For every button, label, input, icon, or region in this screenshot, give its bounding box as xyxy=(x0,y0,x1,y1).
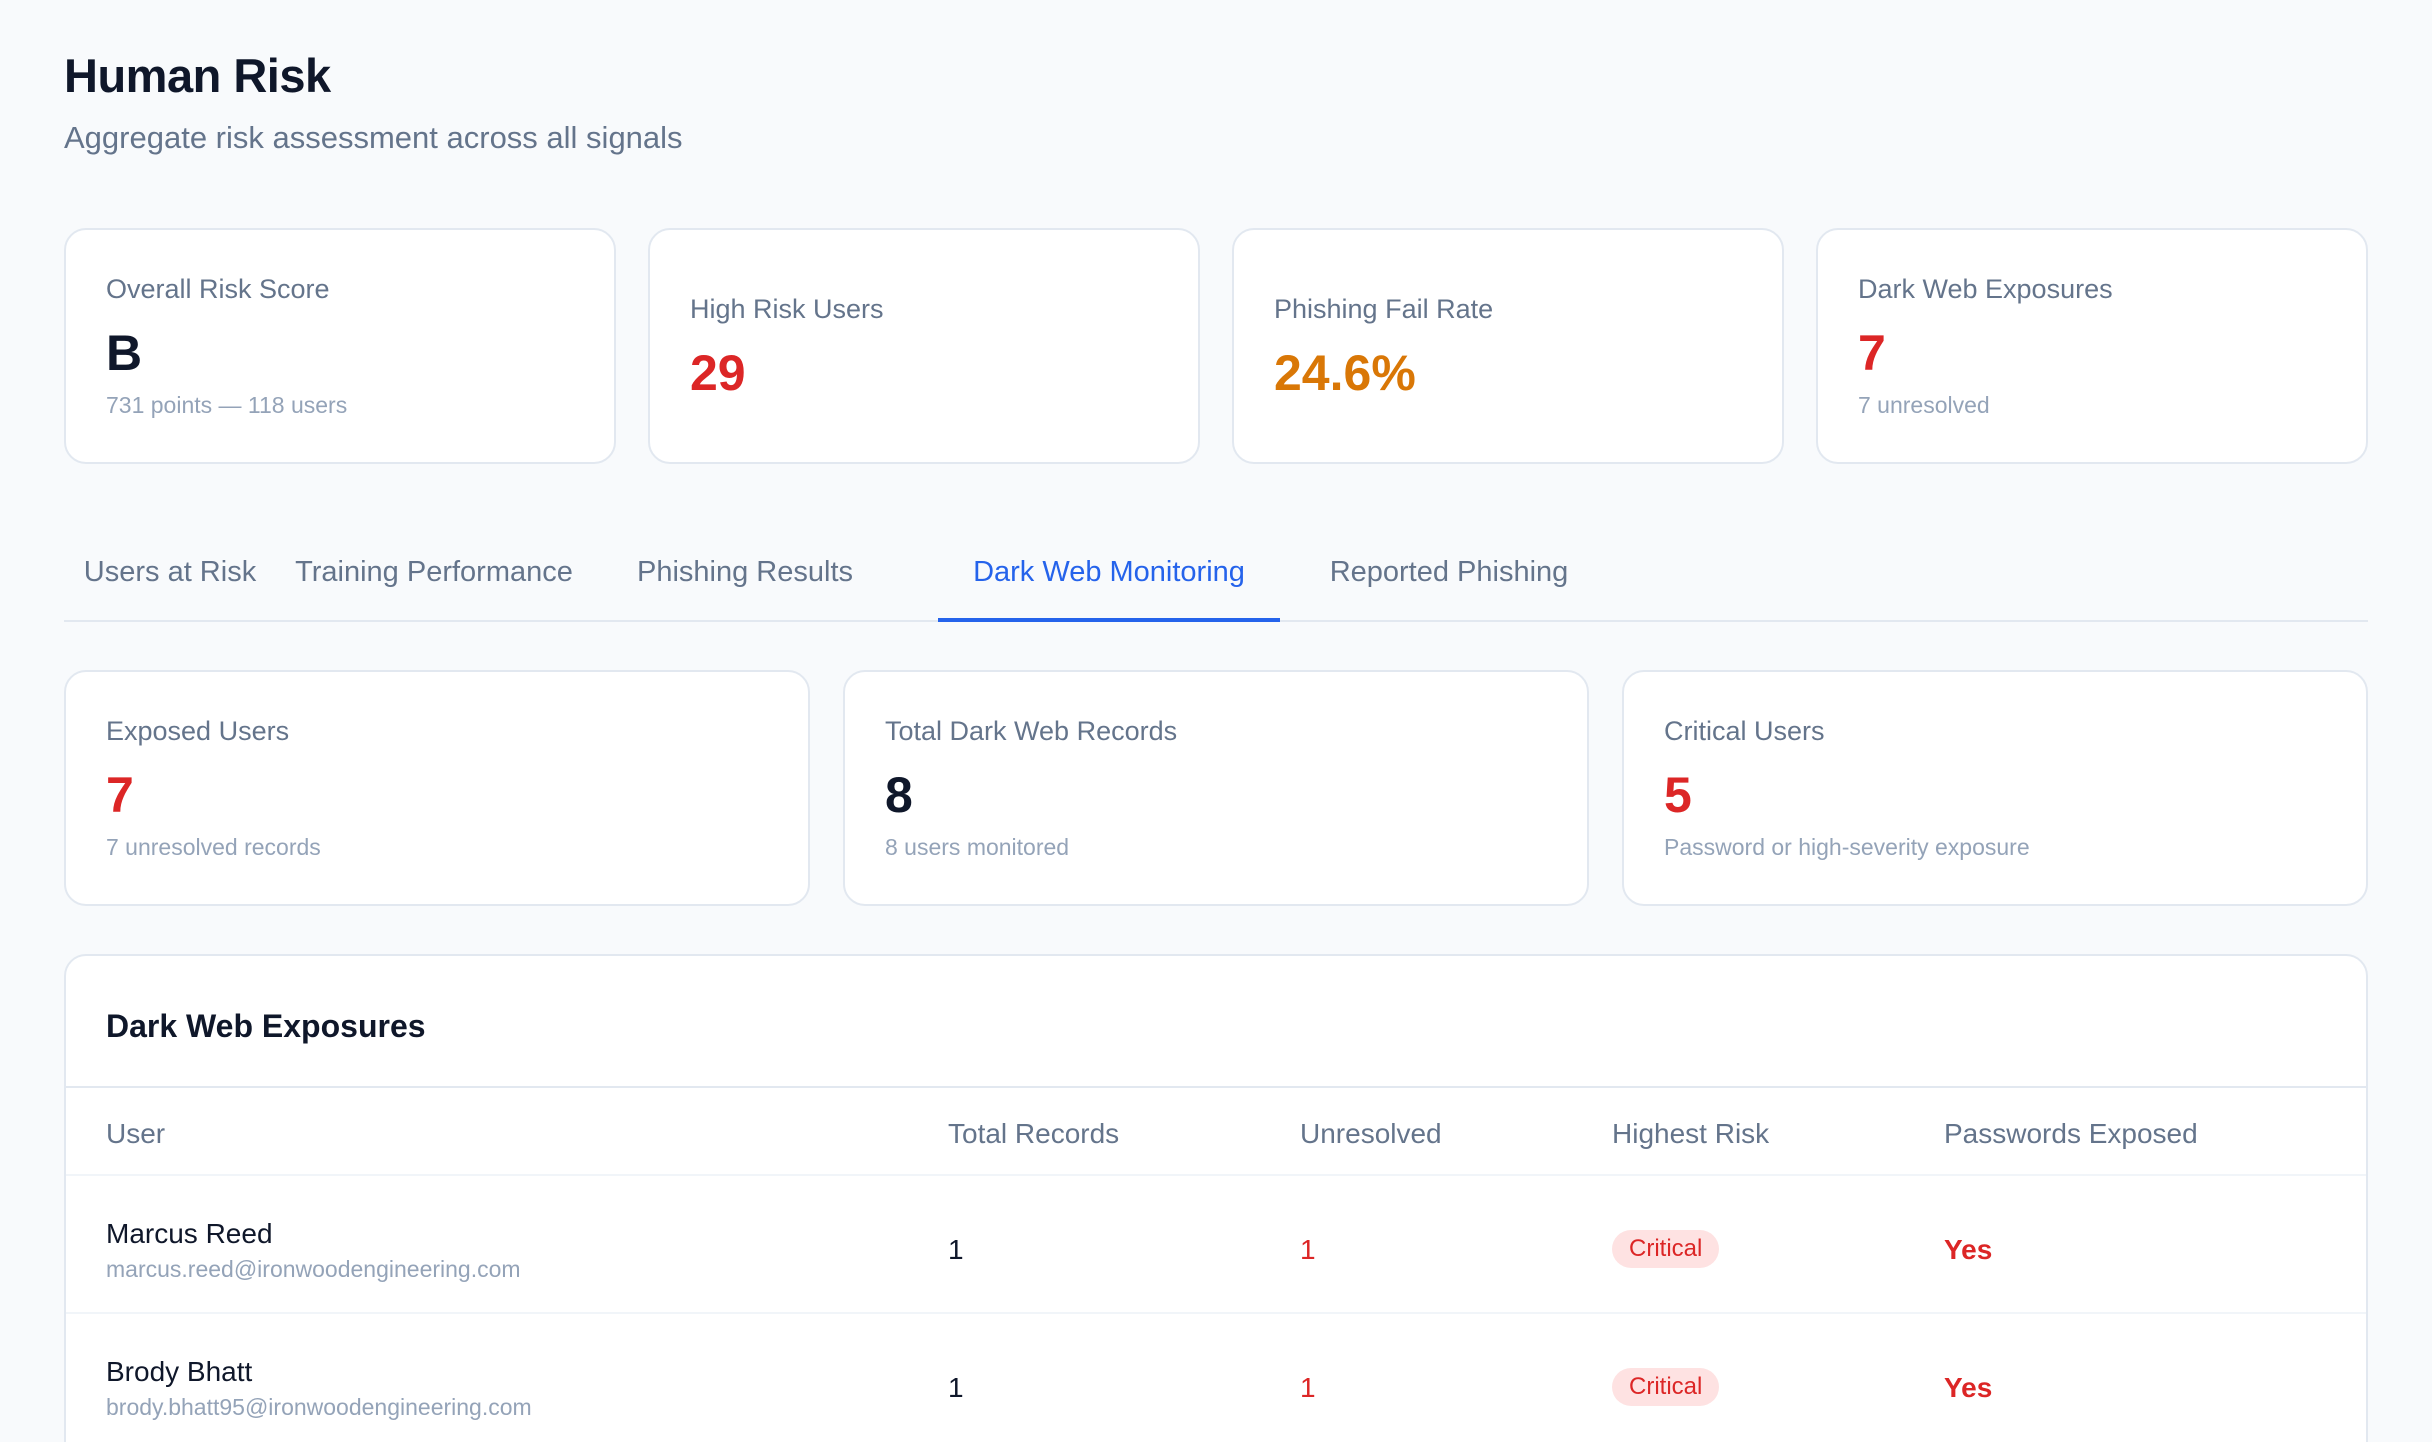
page-title: Human Risk xyxy=(64,49,331,102)
card-sub: 7 unresolved xyxy=(1858,392,1990,418)
table-row[interactable]: Brody Bhatt brody.bhatt95@ironwoodengine… xyxy=(66,1314,2366,1442)
card-label: Exposed Users xyxy=(106,716,290,746)
passwords-exposed-value: Yes xyxy=(1944,1234,1993,1265)
risk-badge: Critical xyxy=(1612,1368,1720,1406)
total-records-value: 1 xyxy=(948,1372,964,1403)
table-title: Dark Web Exposures xyxy=(106,1008,426,1044)
critical-users-card: Critical Users 5 Password or high-severi… xyxy=(1622,670,2368,906)
table-header: User Total Records Unresolved Highest Ri… xyxy=(66,1086,2366,1176)
risk-tabs: Users at Risk Training Performance Phish… xyxy=(64,530,2368,622)
total-dark-web-records-card: Total Dark Web Records 8 8 users monitor… xyxy=(843,670,1589,906)
card-value: 8 xyxy=(885,767,913,823)
card-value: 7 xyxy=(106,767,134,823)
passwords-exposed-value: Yes xyxy=(1944,1372,1993,1403)
tab-phishing-results[interactable]: Phishing Results xyxy=(637,556,853,588)
card-value: B xyxy=(106,325,143,381)
user-email: brody.bhatt95@ironwoodengineering.com xyxy=(106,1394,532,1420)
card-sub: 7 unresolved records xyxy=(106,834,321,860)
tab-training-performance[interactable]: Training Performance xyxy=(295,556,573,588)
card-label: Dark Web Exposures xyxy=(1858,274,2113,304)
page-subtitle: Aggregate risk assessment across all sig… xyxy=(64,120,683,155)
card-sub: Password or high-severity exposure xyxy=(1664,834,2030,860)
card-label: High Risk Users xyxy=(690,294,884,324)
card-label: Critical Users xyxy=(1664,716,1825,746)
card-label: Phishing Fail Rate xyxy=(1274,294,1494,324)
user-name: Marcus Reed xyxy=(106,1218,273,1249)
column-header-user[interactable]: User xyxy=(106,1118,166,1149)
exposed-users-card: Exposed Users 7 7 unresolved records xyxy=(64,670,810,906)
column-header-passwords-exposed[interactable]: Passwords Exposed xyxy=(1944,1118,2198,1149)
column-header-total-records[interactable]: Total Records xyxy=(948,1118,1120,1149)
card-label: Overall Risk Score xyxy=(106,274,330,304)
risk-badge: Critical xyxy=(1612,1230,1720,1268)
unresolved-value: 1 xyxy=(1300,1234,1316,1265)
user-email: marcus.reed@ironwoodengineering.com xyxy=(106,1256,521,1282)
tab-reported-phishing[interactable]: Reported Phishing xyxy=(1329,556,1569,588)
tab-dark-web-monitoring[interactable]: Dark Web Monitoring xyxy=(938,530,1280,622)
card-label: Total Dark Web Records xyxy=(885,716,1178,746)
dark-web-exposures-card: Dark Web Exposures 7 7 unresolved xyxy=(1816,228,2368,464)
total-records-value: 1 xyxy=(948,1234,964,1265)
unresolved-value: 1 xyxy=(1300,1372,1316,1403)
card-value: 5 xyxy=(1664,767,1692,823)
user-name: Brody Bhatt xyxy=(106,1356,253,1387)
card-value: 24.6% xyxy=(1274,345,1416,401)
card-value: 29 xyxy=(690,345,746,401)
table-row[interactable]: Marcus Reed marcus.reed@ironwoodengineer… xyxy=(66,1176,2366,1314)
overall-risk-score-card: Overall Risk Score B 731 points — 118 us… xyxy=(64,228,616,464)
card-value: 7 xyxy=(1858,325,1886,381)
card-sub: 8 users monitored xyxy=(885,834,1070,860)
card-sub: 731 points — 118 users xyxy=(106,392,348,418)
column-header-highest-risk[interactable]: Highest Risk xyxy=(1612,1118,1770,1149)
phishing-fail-rate-card: Phishing Fail Rate 24.6% xyxy=(1232,228,1784,464)
tab-users-at-risk[interactable]: Users at Risk xyxy=(83,556,257,588)
column-header-unresolved[interactable]: Unresolved xyxy=(1300,1118,1442,1149)
high-risk-users-card: High Risk Users 29 xyxy=(648,228,1200,464)
dark-web-exposures-table-card: Dark Web Exposures User Total Records Un… xyxy=(64,954,2368,1442)
